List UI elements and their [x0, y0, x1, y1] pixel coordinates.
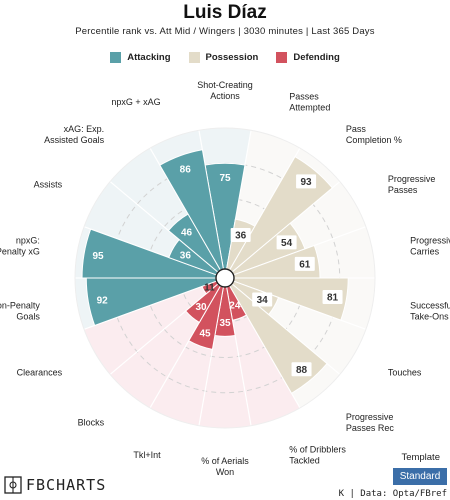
value-text: 35: [219, 318, 231, 329]
outer-ring: [74, 127, 376, 429]
legend-label-attacking: Attacking: [127, 52, 171, 63]
legend-item-possession: Possession: [188, 52, 259, 63]
value-label-passes-attempted: 36: [230, 227, 251, 242]
value-text: 36: [235, 231, 247, 242]
metric-label-passes-attempted: Passes Attempted: [289, 91, 330, 112]
value-label-of-aerials-won: 35: [219, 318, 231, 329]
value-text: 81: [327, 293, 339, 304]
value-label-xag-exp-assisted-goals: 46: [181, 228, 193, 239]
metric-label-pass-completion: Pass Completion %: [346, 124, 402, 145]
value-label-bg: [276, 235, 297, 250]
data-source: K | Data: Opta/FBref: [338, 489, 447, 499]
legend-item-defending: Defending: [276, 52, 340, 63]
value-label-assists: 36: [180, 251, 192, 262]
radar-center: [215, 268, 235, 288]
legend-swatch-defending: [276, 52, 288, 63]
radar-background-of-aerials-won: [198, 286, 252, 428]
template-standard-button[interactable]: Standard: [393, 468, 447, 485]
value-text: 61: [299, 260, 311, 271]
value-label-bg: [230, 227, 251, 242]
value-label-progressive-carries: 61: [294, 256, 315, 271]
value-label-successful-take-ons: 81: [322, 289, 343, 304]
value-label-npxg-non-penalty-xg: 95: [92, 251, 104, 262]
metric-label-tkl-int: Tkl+Int: [133, 450, 161, 460]
value-text: 93: [301, 177, 313, 188]
metric-label-progressive-passes-rec: Progressive Passes Rec: [346, 412, 395, 433]
value-text: 46: [181, 228, 193, 239]
value-text: 95: [92, 251, 104, 262]
metric-label-progressive-passes: Progressive Passes: [388, 174, 436, 195]
template-label: Template: [401, 452, 440, 463]
metric-label-assists: Assists: [34, 180, 63, 190]
value-label-of-dribblers-tackled: 24: [229, 301, 241, 312]
value-text: 30: [195, 302, 207, 313]
value-text: 86: [180, 164, 192, 175]
metric-label-xag-exp-assisted-goals: xAG: Exp. Assisted Goals: [44, 124, 105, 145]
value-label-bg: [294, 256, 315, 271]
value-label-pass-completion: 93: [296, 174, 317, 189]
value-text: 24: [229, 301, 241, 312]
value-label-bg: [291, 362, 312, 377]
legend-label-defending: Defending: [293, 52, 340, 63]
value-label-blocks: 30: [195, 302, 207, 313]
chart-title: Luis Díaz: [183, 2, 267, 23]
value-text: 45: [199, 329, 211, 340]
metric-label-blocks: Blocks: [78, 418, 105, 428]
value-label-progressive-passes: 54: [276, 235, 297, 250]
legend-label-possession: Possession: [205, 52, 259, 63]
metric-label-clearances: Clearances: [17, 368, 63, 378]
metric-label-npxg-xag: npxG + xAG: [111, 97, 160, 107]
legend-item-attacking: Attacking: [110, 52, 171, 63]
value-label-tkl-int: 45: [199, 329, 211, 340]
legend: Attacking Possession Defending: [0, 52, 450, 63]
logo-text: FBCHARTS: [26, 476, 107, 494]
metric-label-npxg-non-penalty-xg: npxG:Non-Penalty xG: [0, 235, 40, 256]
legend-swatch-possession: [188, 52, 200, 63]
value-text: 36: [180, 251, 192, 262]
value-label-bg: [296, 174, 317, 189]
value-text: 92: [97, 295, 109, 306]
value-label-progressive-passes-rec: 88: [291, 362, 312, 377]
value-label-clearances: 11: [204, 283, 215, 294]
value-label-non-penalty-goals: 92: [97, 295, 109, 306]
value-label-touches: 34: [252, 292, 273, 307]
chart-subtitle: Percentile rank vs. Att Mid / Wingers | …: [75, 26, 375, 37]
metric-label-touches: Touches: [388, 368, 422, 378]
value-text: 88: [296, 365, 308, 376]
value-text: 54: [281, 238, 293, 249]
value-label-npxg-xag: 86: [180, 164, 192, 175]
metric-label-of-aerials-won: % of Aerials Won: [201, 456, 249, 477]
value-text: 34: [257, 295, 269, 306]
metric-label-shot-creating-actions: Shot-Creating Actions: [197, 80, 253, 101]
value-text: 75: [219, 173, 231, 184]
value-label-bg: [252, 292, 273, 307]
metric-label-of-dribblers-tackled: % of Dribblers Tackled: [289, 445, 346, 466]
legend-swatch-attacking: [110, 52, 122, 63]
metric-label-progressive-carries: ProgressiveCarries: [410, 235, 450, 256]
value-text: 11: [204, 283, 215, 294]
pitch-icon: [4, 476, 22, 494]
metric-label-successful-take-ons: Successful Take-Ons: [410, 301, 450, 322]
fbcharts-logo: FBCHARTS: [4, 476, 106, 494]
value-label-bg: [322, 289, 343, 304]
radar-background-clearances: [84, 281, 219, 375]
value-label-shot-creating-actions: 75: [219, 173, 231, 184]
